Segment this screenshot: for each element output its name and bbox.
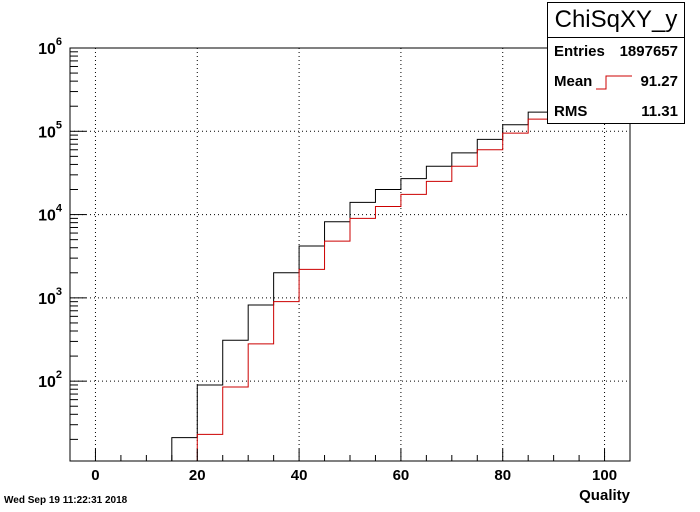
histogram-series (70, 80, 630, 462)
y-tick-exponent: 4 (56, 203, 63, 215)
stats-rms-value: 11.31 (641, 103, 678, 120)
timestamp: Wed Sep 19 11:22:31 2018 (4, 495, 128, 506)
histogram-step-line (70, 80, 630, 462)
grid-lines (70, 47, 630, 461)
stats-entries-label: Entries (554, 43, 605, 60)
stats-row-mean: Mean 91.27 (554, 68, 678, 96)
x-tick-label: 20 (189, 467, 206, 484)
y-tick-label: 104 (38, 203, 63, 225)
y-tick-base: 10 (38, 124, 56, 141)
y-tick-base: 10 (38, 208, 56, 225)
plot-frame (69, 47, 631, 462)
y-tick-label: 106 (38, 36, 62, 58)
y-tick-exponent: 3 (56, 286, 62, 298)
y-tick-label: 103 (38, 286, 62, 308)
x-tick-label: 100 (592, 467, 617, 484)
x-tick-label: 0 (91, 467, 99, 484)
stats-rms-label: RMS (554, 103, 588, 120)
x-tick-label: 80 (494, 467, 511, 484)
y-tick-exponent: 2 (56, 369, 62, 381)
x-axis-label: Quality (579, 487, 631, 504)
stats-mean-value: 91.27 (640, 73, 678, 90)
stats-title: ChiSqXY_y (548, 3, 684, 38)
x-tick-label: 60 (393, 467, 410, 484)
stats-row-entries: Entries 1897657 (554, 38, 678, 66)
y-tick-base: 10 (38, 374, 56, 391)
y-tick-label: 105 (38, 119, 62, 141)
stats-entries-value: 1897657 (619, 43, 678, 60)
stats-row-rms: RMS 11.31 (554, 98, 678, 126)
y-tick-base: 10 (38, 291, 56, 308)
stats-box: ChiSqXY_y Entries 1897657 Mean 91.27 RMS… (547, 2, 685, 124)
stats-mean-label: Mean (554, 73, 593, 90)
y-tick-exponent: 6 (56, 36, 62, 48)
y-tick-label: 102 (38, 369, 62, 391)
x-tick-label: 40 (291, 467, 308, 484)
y-tick-base: 10 (38, 41, 56, 58)
y-tick-exponent: 5 (56, 119, 62, 131)
histogram-step-line (70, 80, 630, 462)
